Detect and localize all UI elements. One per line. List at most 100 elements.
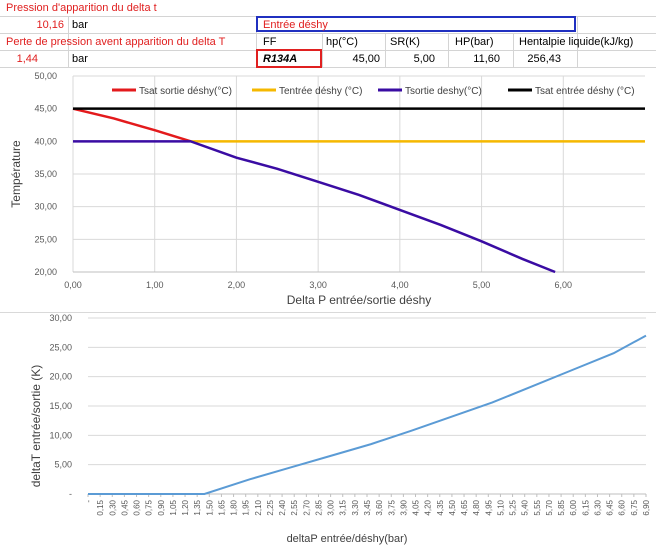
entree-deshy-cell[interactable] xyxy=(256,16,576,32)
x-tick-label: 3,15 xyxy=(339,499,348,515)
x-tick-label: 0,30 xyxy=(108,499,117,515)
series-line xyxy=(88,334,647,495)
x-tick-label: 5,25 xyxy=(509,499,518,515)
x-tick-label: 3,75 xyxy=(387,499,396,515)
x-tick-label: 5,10 xyxy=(496,499,505,515)
temperature-chart-svg: 20,00 25,00 30,00 35,00 40,00 45,00 50,00 0,00 1… xyxy=(9,71,645,307)
header-hentalpie[interactable]: Hentalpie liquide(kJ/kg) xyxy=(519,36,634,48)
temperature-chart[interactable]: 20,00 25,00 30,00 35,00 40,00 45,00 50,00 0,00 1… xyxy=(0,68,656,313)
header-sr[interactable]: SR(K) xyxy=(390,36,420,48)
x-tick-label: 1,00 xyxy=(146,280,164,290)
sr-value[interactable]: 5,00 xyxy=(413,53,435,65)
row3-label[interactable]: Perte de pression avent apparition du de… xyxy=(6,36,226,48)
x-tick-label: 1,80 xyxy=(230,499,239,515)
header-hp[interactable]: hp(°C) xyxy=(326,36,358,48)
x-tick-label: 1,65 xyxy=(217,499,226,515)
ff-value: R134A xyxy=(263,53,298,65)
y-tick-label: 45,00 xyxy=(34,104,57,114)
x-tick-label: 1,50 xyxy=(205,499,214,515)
x-tick-label: 6,00 xyxy=(555,280,573,290)
series-line xyxy=(72,107,192,143)
y-tick-label: 40,00 xyxy=(34,136,57,146)
x-tick-label: 1,35 xyxy=(193,499,202,515)
x-tick-label: 2,85 xyxy=(314,499,323,515)
x-tick-label: 4,00 xyxy=(391,280,409,290)
x-tick-label: 6,30 xyxy=(593,499,602,515)
y-tick-label: 30,00 xyxy=(34,202,57,212)
x-tick-label: 4,65 xyxy=(460,499,469,515)
x-tick-label: 1,20 xyxy=(181,499,190,515)
y-axis-title: deltaT entrée/sortie (K) xyxy=(29,365,43,488)
legend-label: Tsortie deshy(°C) xyxy=(405,86,482,97)
y-tick-label: 10,00 xyxy=(49,430,72,440)
x-tick-label: 4,95 xyxy=(484,499,493,515)
x-tick-label: 5,00 xyxy=(473,280,491,290)
legend-label: Tentrée déshy (°C) xyxy=(279,86,362,97)
legend-label: Tsat sortie déshy(°C) xyxy=(139,86,232,97)
x-tick-label: 6,45 xyxy=(606,499,615,515)
y-tick-label: 30,00 xyxy=(49,313,72,323)
x-tick-label: 5,55 xyxy=(533,499,542,515)
x-tick-label: 0,90 xyxy=(157,499,166,515)
x-tick-label: 3,45 xyxy=(363,499,372,515)
y-tick-label: 25,00 xyxy=(49,342,72,352)
x-tick-label: 6,15 xyxy=(581,499,590,515)
legend-label: Tsat entrée déshy (°C) xyxy=(535,86,635,97)
y-tick-label: 15,00 xyxy=(49,401,72,411)
x-tick-label: 6,90 xyxy=(642,499,651,515)
sheet-header: Pression d'apparition du delta t 10,16 b… xyxy=(0,0,656,68)
header-ff[interactable]: FF xyxy=(263,36,277,48)
x-tick-label: 4,20 xyxy=(424,499,433,515)
x-tick-label: 0,60 xyxy=(133,499,142,515)
row1-label[interactable]: Pression d'apparition du delta t xyxy=(6,2,157,14)
x-tick-label: - xyxy=(84,500,93,503)
y-tick-label: 35,00 xyxy=(34,169,57,179)
x-tick-label: 3,30 xyxy=(351,499,360,515)
x-tick-label: 2,40 xyxy=(278,499,287,515)
x-axis-title: Delta P entrée/sortie déshy xyxy=(287,293,432,307)
hentalpie-value[interactable]: 256,43 xyxy=(527,53,561,65)
series-line xyxy=(73,140,556,274)
x-tick-label: 2,25 xyxy=(266,499,275,515)
x-tick-label: 5,85 xyxy=(557,499,566,515)
y-tick-label: 25,00 xyxy=(34,234,57,244)
x-tick-label: 3,90 xyxy=(399,499,408,515)
delta-t-pressure-unit[interactable]: bar xyxy=(72,19,88,31)
y-tick-label: 5,00 xyxy=(54,460,72,470)
pressure-loss-unit[interactable]: bar xyxy=(72,53,88,65)
x-tick-label: 1,95 xyxy=(242,499,251,515)
delta-t-pressure-value[interactable]: 10,16 xyxy=(36,19,64,31)
ff-selection-cell[interactable] xyxy=(256,49,322,68)
x-tick-label: 3,00 xyxy=(309,280,327,290)
x-tick-label: 0,45 xyxy=(120,499,129,515)
x-tick-label: 2,70 xyxy=(302,499,311,515)
hp-bar-value[interactable]: 11,60 xyxy=(473,53,500,65)
x-tick-label: 2,10 xyxy=(254,499,263,515)
x-tick-label: 6,75 xyxy=(630,499,639,515)
pressure-loss-value[interactable]: 1,44 xyxy=(16,53,38,65)
hp-value[interactable]: 45,00 xyxy=(352,53,380,65)
x-axis-title: deltaP entrée/déshy(bar) xyxy=(287,533,408,545)
x-tick-label: 5,40 xyxy=(521,499,530,515)
x-tick-label: 0,75 xyxy=(145,499,154,515)
delta-t-chart[interactable]: -5,00 10,00 15,00 20,00 25,00 30,00-0,15 0,30 0… xyxy=(0,312,656,552)
x-tick-label: 4,35 xyxy=(436,499,445,515)
y-tick-label: 50,00 xyxy=(34,71,57,81)
x-tick-label: 3,60 xyxy=(375,499,384,515)
y-tick-label: 20,00 xyxy=(34,267,57,277)
x-tick-label: 4,05 xyxy=(412,499,421,515)
y-axis-title: Température xyxy=(9,140,23,208)
x-tick-label: 6,60 xyxy=(618,499,627,515)
x-tick-label: 3,00 xyxy=(327,499,336,515)
x-tick-label: 4,80 xyxy=(472,499,481,515)
x-tick-label: 6,00 xyxy=(569,499,578,515)
x-tick-label: 4,50 xyxy=(448,499,457,515)
x-tick-label: 0,15 xyxy=(96,499,105,515)
y-tick-label: 20,00 xyxy=(49,372,72,382)
entree-deshy-label: Entrée déshy xyxy=(263,19,328,31)
header-hp-bar[interactable]: HP(bar) xyxy=(455,36,494,48)
y-tick-label: - xyxy=(69,489,72,499)
x-tick-label: 2,55 xyxy=(290,499,299,515)
x-tick-label: 2,00 xyxy=(228,280,246,290)
